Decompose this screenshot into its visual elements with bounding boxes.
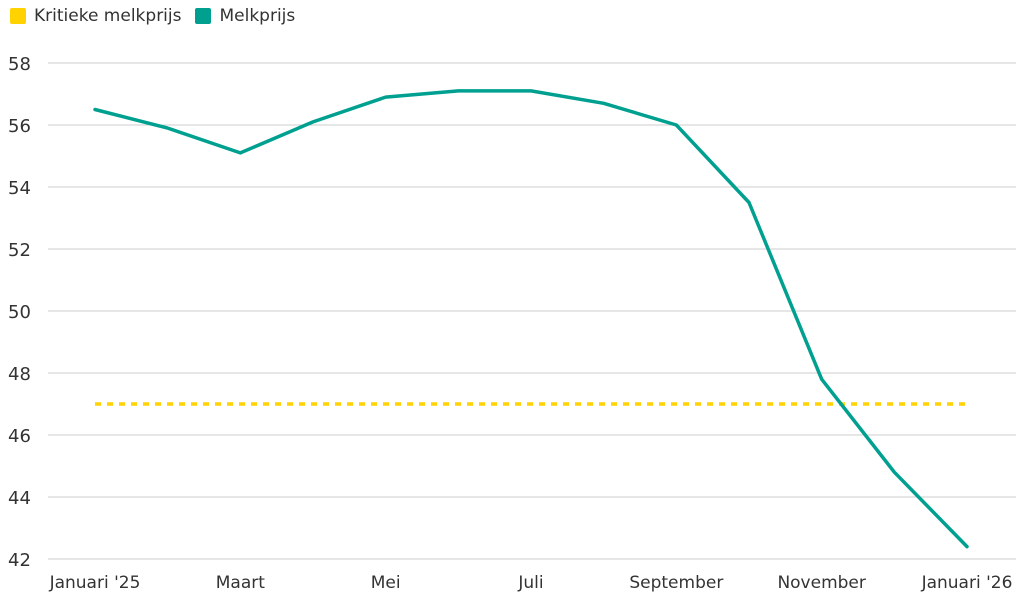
legend: Kritieke melkprijs Melkprijs: [10, 6, 295, 26]
y-tick-label-44: 44: [8, 488, 31, 509]
y-tick-label-56: 56: [8, 116, 31, 137]
x-tick-label: Januari '25: [49, 573, 141, 593]
x-tick-label: Januari '26: [921, 573, 1013, 593]
legend-label-melkprijs: Melkprijs: [219, 6, 296, 26]
series-line-melkprijs: [93, 89, 969, 549]
y-tick-label-46: 46: [8, 426, 31, 447]
y-tick-label-52: 52: [8, 240, 31, 261]
y-tick-label-48: 48: [8, 364, 31, 385]
x-tick-label: November: [777, 573, 865, 593]
y-tick-label-42: 42: [8, 550, 31, 571]
legend-swatch-melkprijs: [195, 8, 212, 24]
x-tick-label: Juli: [517, 573, 543, 593]
x-tick-label: Mei: [371, 573, 401, 593]
x-tick-label: September: [629, 573, 723, 593]
legend-item-kritieke-melkprijs[interactable]: Kritieke melkprijs: [10, 6, 181, 26]
legend-label-kritieke-melkprijs: Kritieke melkprijs: [34, 6, 182, 26]
y-tick-label-50: 50: [8, 302, 31, 323]
legend-item-melkprijs[interactable]: Melkprijs: [195, 6, 295, 26]
y-tick-label-58: 58: [8, 54, 31, 75]
x-tick-label: Maart: [216, 573, 265, 593]
legend-swatch-kritieke-melkprijs: [10, 8, 26, 24]
y-tick-label-54: 54: [8, 178, 31, 199]
